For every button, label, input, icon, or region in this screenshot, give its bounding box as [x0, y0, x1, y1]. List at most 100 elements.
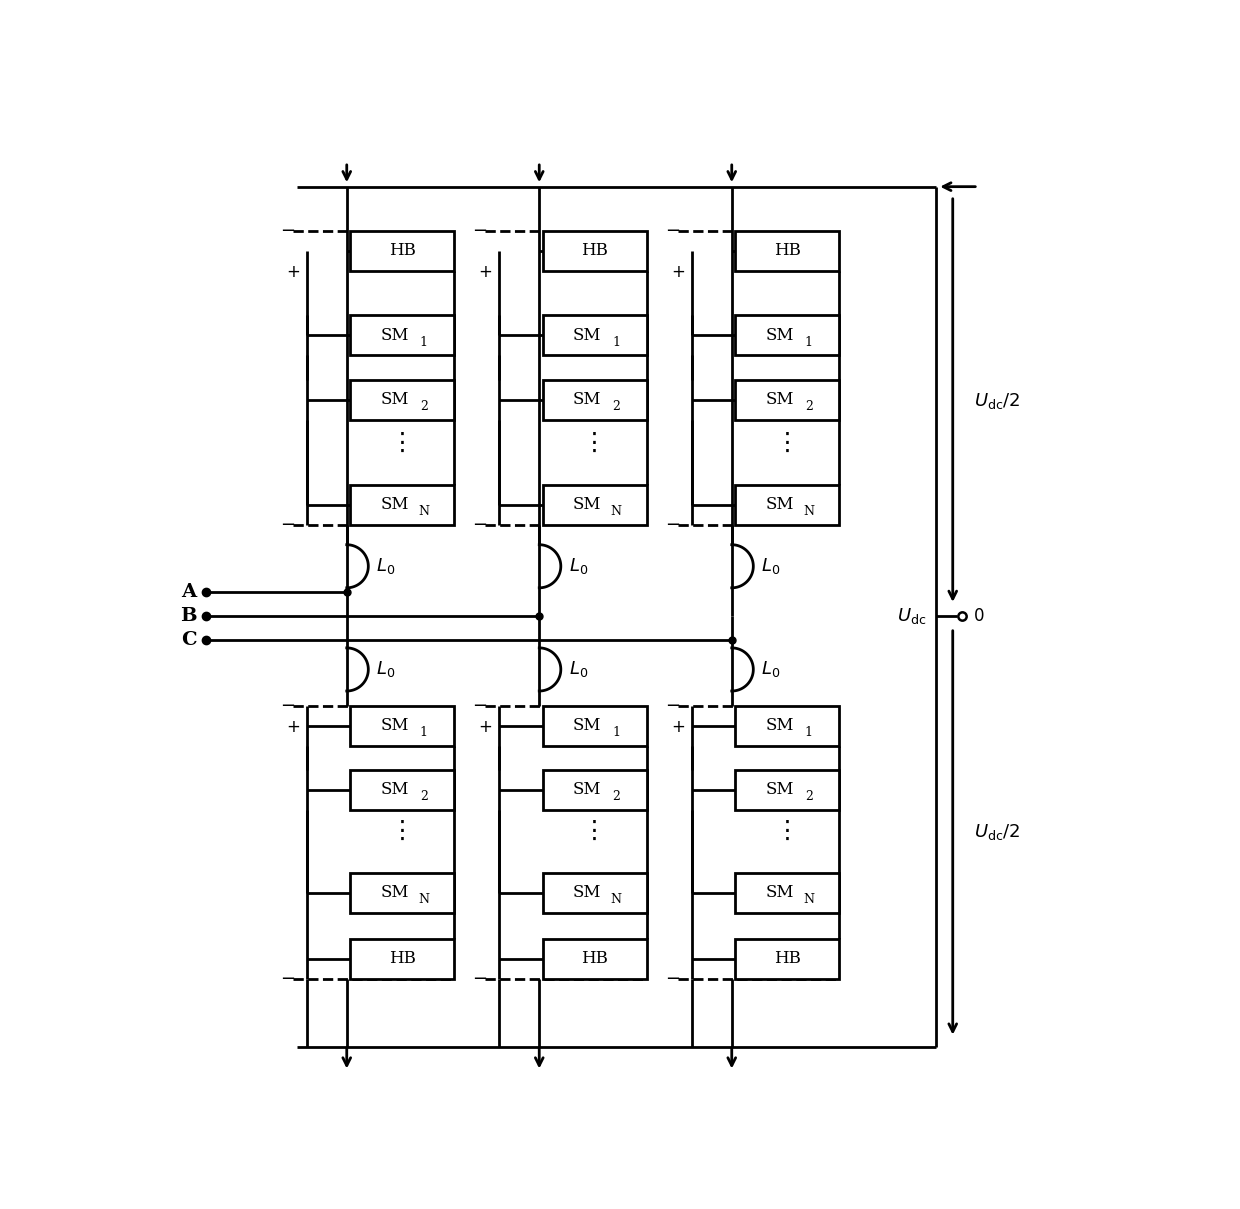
Text: 1: 1	[805, 336, 812, 348]
Text: 1: 1	[805, 727, 812, 739]
Text: SM: SM	[573, 392, 601, 409]
Text: HB: HB	[389, 950, 415, 967]
Text: SM: SM	[381, 326, 409, 343]
Text: −: −	[280, 221, 295, 239]
Text: −: −	[472, 696, 487, 715]
Text: −: −	[280, 696, 295, 715]
Text: 2: 2	[805, 789, 812, 803]
Bar	[543, 939, 647, 979]
Text: $U_{\mathrm{dc}}$: $U_{\mathrm{dc}}$	[898, 607, 926, 626]
Text: +: +	[479, 718, 492, 736]
Text: HB: HB	[774, 950, 801, 967]
Text: ⋮: ⋮	[583, 820, 608, 843]
Text: $\mathit{L}_0$: $\mathit{L}_0$	[761, 556, 780, 577]
Text: SM: SM	[573, 326, 601, 343]
Bar	[735, 939, 839, 979]
Text: 1: 1	[613, 336, 620, 348]
Text: HB: HB	[582, 950, 608, 967]
Text: SM: SM	[765, 326, 794, 343]
Text: $\mathit{L}_0$: $\mathit{L}_0$	[761, 659, 780, 679]
Bar	[350, 939, 454, 979]
Text: −: −	[472, 970, 487, 988]
Text: SM: SM	[765, 496, 794, 513]
Text: N: N	[611, 893, 621, 907]
Text: −: −	[665, 696, 680, 715]
Bar	[350, 873, 454, 913]
Bar	[350, 770, 454, 810]
Text: −: −	[665, 970, 680, 988]
Text: +: +	[286, 264, 300, 282]
Bar	[543, 873, 647, 913]
Text: −: −	[472, 516, 487, 533]
Bar	[543, 485, 647, 525]
Text: A: A	[181, 584, 197, 601]
Text: +: +	[479, 264, 492, 282]
Text: SM: SM	[573, 781, 601, 798]
Text: SM: SM	[381, 717, 409, 734]
Bar	[350, 485, 454, 525]
Text: $\mathit{L}_0$: $\mathit{L}_0$	[568, 659, 588, 679]
Bar	[735, 873, 839, 913]
Bar	[735, 231, 839, 271]
Text: ⋮: ⋮	[389, 820, 414, 843]
Bar	[350, 706, 454, 746]
Bar	[735, 706, 839, 746]
Text: −: −	[280, 970, 295, 988]
Text: −: −	[280, 516, 295, 533]
Text: $U_{\mathrm{dc}}/2$: $U_{\mathrm{dc}}/2$	[975, 822, 1021, 841]
Bar	[543, 231, 647, 271]
Text: ⋮: ⋮	[389, 432, 414, 455]
Text: −: −	[665, 516, 680, 533]
Text: +: +	[286, 718, 300, 736]
Bar	[350, 231, 454, 271]
Text: SM: SM	[573, 496, 601, 513]
Text: 0: 0	[975, 607, 985, 625]
Text: SM: SM	[381, 496, 409, 513]
Bar	[735, 770, 839, 810]
Text: C: C	[181, 631, 197, 649]
Bar	[735, 380, 839, 420]
Text: ⋮: ⋮	[775, 432, 800, 455]
Text: SM: SM	[381, 781, 409, 798]
Text: HB: HB	[774, 242, 801, 259]
Text: 2: 2	[613, 400, 620, 413]
Text: SM: SM	[381, 884, 409, 901]
Text: SM: SM	[765, 717, 794, 734]
Text: −: −	[472, 221, 487, 239]
Text: HB: HB	[389, 242, 415, 259]
Text: N: N	[418, 893, 429, 907]
Text: B: B	[180, 607, 197, 625]
Text: +: +	[671, 718, 684, 736]
Text: N: N	[804, 505, 815, 519]
Text: N: N	[611, 505, 621, 519]
Bar	[350, 316, 454, 355]
Bar	[735, 316, 839, 355]
Text: $\mathit{L}_0$: $\mathit{L}_0$	[568, 556, 588, 577]
Text: 2: 2	[420, 400, 428, 413]
Text: ⋮: ⋮	[583, 432, 608, 455]
Text: ⋮: ⋮	[775, 820, 800, 843]
Text: SM: SM	[765, 392, 794, 409]
Text: −: −	[665, 221, 680, 239]
Text: SM: SM	[573, 884, 601, 901]
Bar	[350, 380, 454, 420]
Text: +: +	[671, 264, 684, 282]
Text: SM: SM	[765, 781, 794, 798]
Text: 2: 2	[613, 789, 620, 803]
Bar	[543, 316, 647, 355]
Text: $\mathit{L}_0$: $\mathit{L}_0$	[376, 556, 396, 577]
Text: $\mathit{L}_0$: $\mathit{L}_0$	[376, 659, 396, 679]
Bar	[543, 380, 647, 420]
Bar	[543, 706, 647, 746]
Text: $U_{\mathrm{dc}}/2$: $U_{\mathrm{dc}}/2$	[975, 392, 1021, 411]
Bar	[543, 770, 647, 810]
Text: 2: 2	[805, 400, 812, 413]
Text: SM: SM	[381, 392, 409, 409]
Bar	[735, 485, 839, 525]
Text: HB: HB	[582, 242, 608, 259]
Text: SM: SM	[573, 717, 601, 734]
Text: 1: 1	[420, 336, 428, 348]
Text: 2: 2	[420, 789, 428, 803]
Text: SM: SM	[765, 884, 794, 901]
Text: 1: 1	[420, 727, 428, 739]
